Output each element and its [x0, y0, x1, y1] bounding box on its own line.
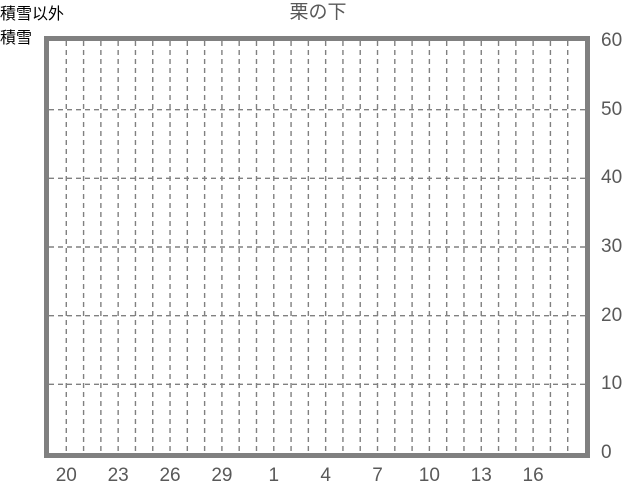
x-axis-tick-label: 10 [418, 465, 440, 486]
right-axis-tick-label: 50 [601, 98, 623, 120]
grid-lines [49, 41, 585, 453]
right-axis-tick-label: 40 [601, 167, 623, 189]
chart-title: 栗の下 [289, 2, 347, 23]
x-axis-tick-label: 26 [159, 465, 181, 486]
x-axis-tick-label: 20 [55, 465, 77, 486]
x-axis-tick-label: 29 [211, 465, 233, 486]
x-axis-tick-label: 13 [470, 465, 492, 486]
plot-area [44, 36, 590, 458]
right-axis-tick-label: 10 [601, 373, 623, 395]
x-axis-tick-label: 23 [107, 465, 129, 486]
right-axis-title: 積雪 [0, 30, 33, 47]
right-axis-tick-label: 0 [601, 442, 612, 463]
right-axis-tick-label: 30 [601, 236, 623, 257]
left-axis-title: 積雪以外 [0, 6, 65, 23]
x-axis-tick-label: 7 [372, 465, 383, 486]
x-axis-tick-label: 4 [320, 465, 331, 486]
x-axis-tick-label: 1 [268, 465, 280, 486]
x-axis-tick-label: 16 [522, 465, 544, 486]
right-axis-tick-label: 20 [601, 304, 623, 326]
